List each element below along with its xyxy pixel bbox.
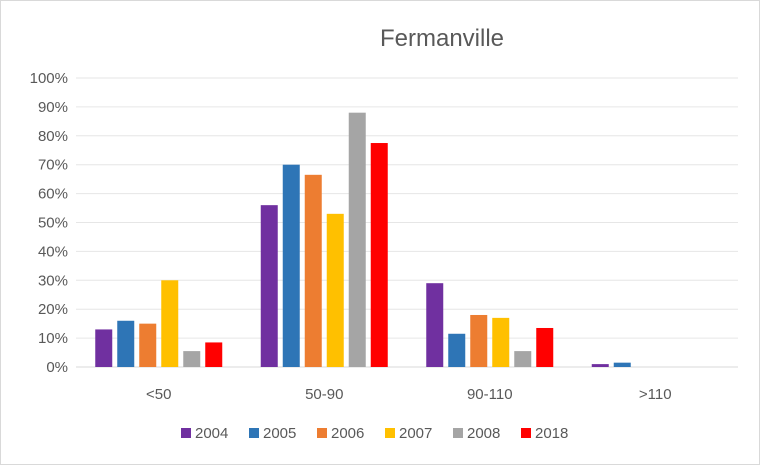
bar-2008-2 <box>514 351 532 367</box>
x-axis: <50 50-90 90-110 >110 <box>146 386 672 403</box>
bar-2006-2 <box>470 314 488 367</box>
legend-swatch-2018 <box>521 428 531 438</box>
legend-label-2018: 2018 <box>535 425 568 442</box>
bar-2004-3 <box>591 364 609 367</box>
y-tick-label: 100% <box>30 70 68 87</box>
bar-2006-0 <box>139 323 157 367</box>
legend: 2004 2005 2006 2007 2008 2018 <box>181 425 568 442</box>
y-tick-label: 10% <box>38 330 68 347</box>
bar-2018-2 <box>536 327 554 367</box>
legend-swatch-2007 <box>385 428 395 438</box>
bar-2008-1 <box>348 112 366 368</box>
x-tick-label: 50-90 <box>305 386 343 403</box>
bar-2005-2 <box>448 333 466 367</box>
bar-2005-3 <box>613 362 631 367</box>
x-tick-label: 90-110 <box>467 386 513 403</box>
legend-label-2005: 2005 <box>263 425 296 442</box>
bar-2005-0 <box>117 320 135 367</box>
bar-2004-1 <box>260 205 278 367</box>
y-axis: 0% 10% 20% 30% 40% 50% 60% 70% 80% 90% 100% <box>30 70 68 376</box>
bar-2018-0 <box>205 342 223 367</box>
y-tick-label: 40% <box>38 243 68 260</box>
bar-2007-1 <box>326 213 344 367</box>
legend-label-2004: 2004 <box>195 425 228 442</box>
legend-swatch-2005 <box>249 428 259 438</box>
x-tick-label: <50 <box>146 386 171 403</box>
legend-label-2007: 2007 <box>399 425 432 442</box>
y-tick-label: 70% <box>38 157 68 174</box>
bar-2004-0 <box>95 329 113 367</box>
gridlines <box>76 77 738 368</box>
x-tick-label: >110 <box>639 386 672 403</box>
bars <box>95 112 631 368</box>
legend-swatch-2008 <box>453 428 463 438</box>
y-tick-label: 30% <box>38 272 68 289</box>
y-tick-label: 60% <box>38 186 68 203</box>
legend-swatch-2006 <box>317 428 327 438</box>
bar-2005-1 <box>282 164 300 367</box>
chart-title: Fermanville <box>380 25 504 52</box>
legend-label-2008: 2008 <box>467 425 500 442</box>
bar-2007-2 <box>492 317 510 367</box>
y-tick-label: 20% <box>38 301 68 318</box>
bar-2018-1 <box>370 143 388 367</box>
bar-2008-0 <box>183 351 201 367</box>
bar-2006-1 <box>304 174 322 367</box>
y-tick-label: 80% <box>38 128 68 145</box>
bar-2004-2 <box>426 283 444 367</box>
legend-swatch-2004 <box>181 428 191 438</box>
y-tick-label: 90% <box>38 99 68 116</box>
y-tick-label: 50% <box>38 215 68 232</box>
y-tick-label: 0% <box>46 359 68 376</box>
legend-label-2006: 2006 <box>331 425 364 442</box>
bar-2007-0 <box>161 280 179 367</box>
